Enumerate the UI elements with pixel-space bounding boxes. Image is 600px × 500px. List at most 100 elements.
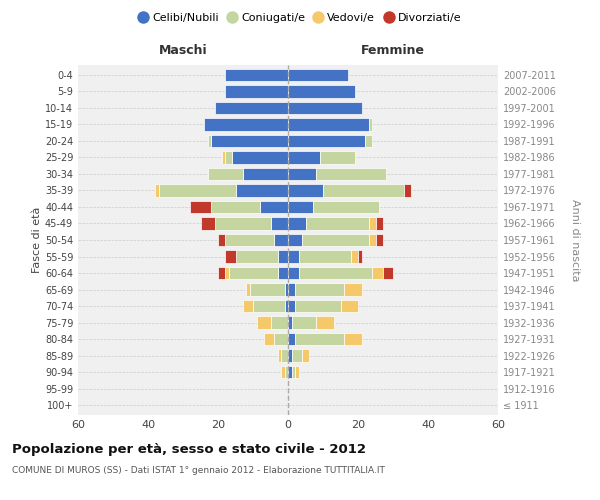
Bar	[376, 234, 383, 246]
Bar	[225, 85, 288, 98]
Bar	[292, 350, 302, 362]
Bar	[295, 333, 344, 345]
Bar	[277, 267, 288, 279]
Bar	[229, 267, 277, 279]
Bar	[372, 267, 383, 279]
Bar	[235, 184, 288, 196]
Bar	[288, 218, 305, 230]
Bar	[341, 300, 358, 312]
Bar	[302, 234, 368, 246]
Bar	[288, 333, 295, 345]
Bar	[288, 234, 302, 246]
Bar	[263, 333, 274, 345]
Bar	[288, 201, 313, 213]
Bar	[277, 350, 281, 362]
Bar	[404, 184, 410, 196]
Bar	[225, 152, 232, 164]
Text: Popolazione per età, sesso e stato civile - 2012: Popolazione per età, sesso e stato civil…	[12, 442, 366, 456]
Bar	[271, 218, 288, 230]
Bar	[302, 350, 309, 362]
Bar	[288, 68, 347, 81]
Bar	[225, 267, 229, 279]
Bar	[288, 366, 292, 378]
Bar	[288, 250, 299, 262]
Bar	[344, 284, 361, 296]
Bar	[218, 267, 225, 279]
Bar	[288, 267, 299, 279]
Bar	[358, 250, 361, 262]
Text: Maschi: Maschi	[158, 44, 208, 57]
Bar	[271, 316, 288, 328]
Bar	[208, 135, 211, 147]
Bar	[274, 234, 288, 246]
Bar	[288, 350, 292, 362]
Bar	[383, 267, 393, 279]
Bar	[288, 118, 368, 130]
Bar	[246, 284, 250, 296]
Bar	[257, 316, 271, 328]
Bar	[208, 168, 242, 180]
Bar	[323, 184, 404, 196]
Bar	[299, 267, 372, 279]
Bar	[284, 300, 288, 312]
Bar	[225, 68, 288, 81]
Bar	[242, 300, 253, 312]
Y-axis label: Anni di nascita: Anni di nascita	[569, 198, 580, 281]
Bar	[218, 234, 225, 246]
Bar	[288, 152, 320, 164]
Bar	[204, 118, 288, 130]
Bar	[158, 184, 235, 196]
Bar	[288, 300, 295, 312]
Bar	[288, 184, 323, 196]
Bar	[232, 152, 288, 164]
Bar	[368, 218, 376, 230]
Text: COMUNE DI MUROS (SS) - Dati ISTAT 1° gennaio 2012 - Elaborazione TUTTITALIA.IT: COMUNE DI MUROS (SS) - Dati ISTAT 1° gen…	[12, 466, 385, 475]
Bar	[316, 168, 386, 180]
Bar	[295, 366, 299, 378]
Bar	[288, 135, 365, 147]
Bar	[284, 366, 288, 378]
Bar	[284, 284, 288, 296]
Bar	[305, 218, 368, 230]
Bar	[288, 102, 361, 114]
Bar	[365, 135, 372, 147]
Bar	[292, 316, 316, 328]
Bar	[351, 250, 358, 262]
Bar	[288, 284, 295, 296]
Bar	[200, 218, 215, 230]
Bar	[299, 250, 351, 262]
Bar	[295, 284, 344, 296]
Y-axis label: Fasce di età: Fasce di età	[32, 207, 42, 273]
Bar	[292, 366, 295, 378]
Bar	[235, 250, 277, 262]
Bar	[211, 201, 260, 213]
Bar	[281, 366, 284, 378]
Bar	[215, 102, 288, 114]
Bar	[242, 168, 288, 180]
Text: Femmine: Femmine	[361, 44, 425, 57]
Bar	[155, 184, 158, 196]
Bar	[320, 152, 355, 164]
Bar	[225, 250, 235, 262]
Bar	[190, 201, 211, 213]
Bar	[344, 333, 361, 345]
Bar	[288, 168, 316, 180]
Bar	[368, 118, 372, 130]
Bar	[221, 152, 225, 164]
Legend: Celibi/Nubili, Coniugati/e, Vedovi/e, Divorziati/e: Celibi/Nubili, Coniugati/e, Vedovi/e, Di…	[134, 8, 466, 28]
Bar	[368, 234, 376, 246]
Bar	[277, 250, 288, 262]
Bar	[260, 201, 288, 213]
Bar	[225, 234, 274, 246]
Bar	[288, 316, 292, 328]
Bar	[274, 333, 288, 345]
Bar	[211, 135, 288, 147]
Bar	[281, 350, 288, 362]
Bar	[253, 300, 284, 312]
Bar	[215, 218, 271, 230]
Bar	[250, 284, 284, 296]
Bar	[295, 300, 341, 312]
Bar	[376, 218, 383, 230]
Bar	[288, 85, 355, 98]
Bar	[316, 316, 334, 328]
